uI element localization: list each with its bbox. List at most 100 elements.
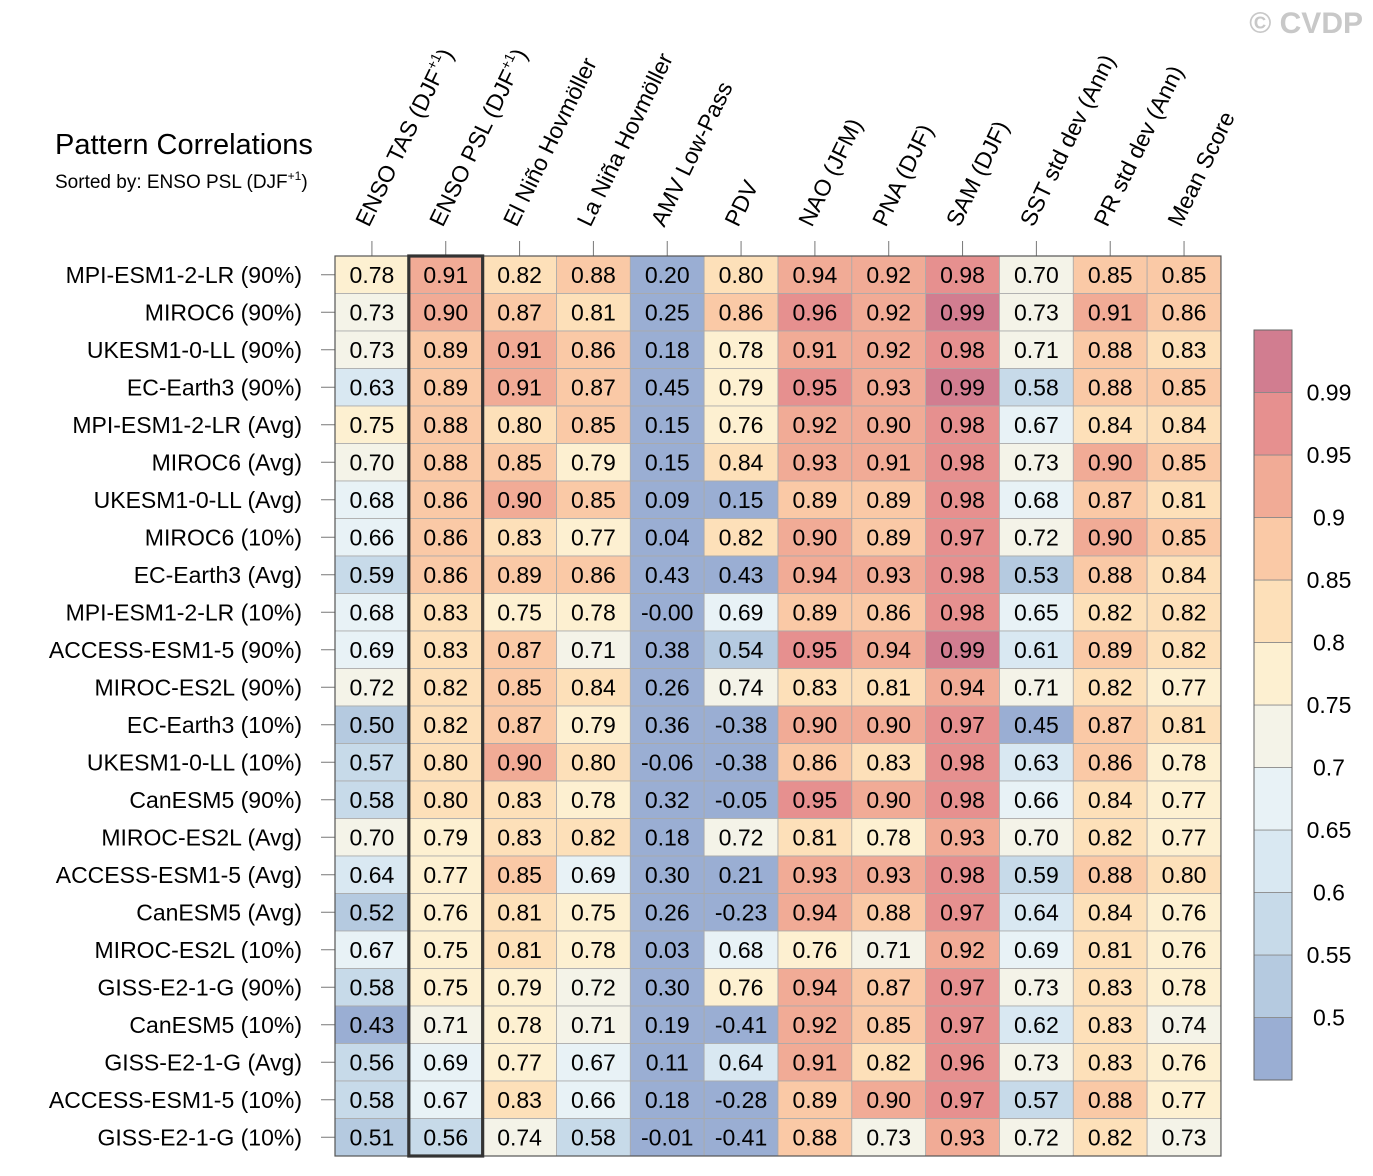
cell-value-label: 0.77 — [571, 524, 616, 550]
heatmap-cell — [999, 818, 1074, 857]
heatmap-cell — [408, 1118, 484, 1157]
cell-value-label: 0.98 — [940, 562, 985, 588]
cell-value-label: 0.38 — [645, 637, 690, 663]
heatmap-cell — [703, 1080, 779, 1119]
cell-value-label: 0.98 — [940, 412, 985, 438]
cell-value-label: 0.82 — [1088, 824, 1133, 850]
cell-value-label: 0.86 — [571, 562, 616, 588]
cell-value-label: 0.88 — [793, 1124, 838, 1150]
heatmap-cell — [482, 780, 557, 819]
colorbar-tick-label: 0.75 — [1307, 692, 1352, 718]
cell-value-label: 0.56 — [423, 1124, 468, 1150]
cell-value-label: 0.88 — [423, 412, 468, 438]
cell-value-label: 0.78 — [571, 787, 616, 813]
heatmap-cell — [999, 330, 1074, 369]
heatmap-cell — [925, 1043, 1000, 1082]
colorbar-tick-label: 0.7 — [1313, 755, 1345, 781]
cell-value-label: 0.83 — [1088, 1049, 1133, 1075]
colorbar-border — [1253, 329, 1293, 1081]
cell-value-label: -0.01 — [641, 1124, 693, 1150]
cell-value-label: 0.78 — [1162, 974, 1207, 1000]
cell-value-label: 0.89 — [423, 374, 468, 400]
cell-value-label: 0.88 — [1088, 374, 1133, 400]
cell-value-label: 0.89 — [866, 524, 911, 550]
heatmap-cell — [851, 705, 927, 744]
cell-value-label: 0.76 — [1162, 1049, 1207, 1075]
cell-value-label: 0.90 — [866, 412, 911, 438]
heatmap-cell — [925, 743, 1000, 782]
cell-value-label: 0.67 — [571, 1049, 616, 1075]
heatmap-cell — [1146, 630, 1222, 669]
heatmap-cell — [703, 405, 779, 444]
cell-value-label: 0.82 — [1088, 1124, 1133, 1150]
heatmap-cell — [703, 443, 779, 482]
colorbar-segment — [1253, 1017, 1293, 1081]
cell-value-label: 0.97 — [940, 974, 985, 1000]
cell-value-label: 0.85 — [497, 674, 542, 700]
heatmap-cell — [556, 780, 631, 819]
heatmap-cell — [556, 555, 631, 594]
heatmap-cell — [1072, 555, 1148, 594]
cell-value-label: 0.43 — [719, 562, 764, 588]
cell-value-label: 0.70 — [350, 449, 395, 475]
cell-value-label: 0.82 — [866, 1049, 911, 1075]
cell-value-label: 0.81 — [497, 899, 542, 925]
heatmap-cell — [1146, 855, 1222, 894]
colorbar-tick-label: 0.9 — [1313, 505, 1345, 531]
cell-value-label: 0.69 — [719, 599, 764, 625]
cell-value-label: 0.78 — [350, 262, 395, 288]
cell-value-label: 0.95 — [793, 787, 838, 813]
row-label: CanESM5 (Avg) — [136, 899, 302, 925]
heatmap-cell — [629, 893, 705, 932]
heatmap-cell — [556, 368, 631, 407]
heatmap-cell — [777, 855, 853, 894]
heatmap-cell — [629, 1080, 705, 1119]
cell-value-label: 0.80 — [423, 787, 468, 813]
cell-value-label: 0.86 — [423, 524, 468, 550]
colorbar-tick-label: 0.6 — [1313, 880, 1345, 906]
cell-value-label: 0.80 — [719, 262, 764, 288]
row-label: MIROC6 (Avg) — [152, 449, 302, 475]
heatmap-cell — [556, 1118, 631, 1157]
row-label: EC-Earth3 (10%) — [127, 712, 302, 738]
cell-value-label: 0.75 — [571, 899, 616, 925]
heatmap-cell — [851, 930, 927, 969]
cell-value-label: 0.98 — [940, 862, 985, 888]
heatmap-cell — [629, 330, 705, 369]
cell-value-label: 0.98 — [940, 599, 985, 625]
cell-value-label: 0.50 — [350, 712, 395, 738]
cell-value-label: 0.68 — [350, 599, 395, 625]
cell-value-label: 0.73 — [1014, 974, 1059, 1000]
heatmap-cell — [1072, 968, 1148, 1007]
heatmap-cell — [851, 968, 927, 1007]
cell-value-label: 0.15 — [645, 449, 690, 475]
cell-value-label: 0.74 — [1162, 1012, 1207, 1038]
cell-value-label: 0.74 — [497, 1124, 542, 1150]
cell-value-label: 0.54 — [719, 637, 764, 663]
heatmap-cell — [703, 780, 779, 819]
cell-value-label: 0.36 — [645, 712, 690, 738]
cell-value-label: 0.73 — [350, 299, 395, 325]
heatmap-cell — [334, 255, 410, 294]
cell-value-label: -0.05 — [715, 787, 767, 813]
heatmap-cell — [408, 893, 484, 932]
cell-value-label: 0.85 — [1162, 449, 1207, 475]
cell-value-label: 0.75 — [497, 599, 542, 625]
cell-value-label: 0.80 — [1162, 862, 1207, 888]
cell-value-label: 0.91 — [497, 337, 542, 363]
chart-subtitle: Sorted by: ENSO PSL (DJF+1) — [55, 169, 308, 193]
cell-value-label: 0.92 — [866, 262, 911, 288]
cell-value-label: 0.90 — [866, 712, 911, 738]
heatmap-cell — [556, 1005, 631, 1044]
colorbar-segment — [1253, 392, 1293, 456]
heatmap-cell — [777, 893, 853, 932]
cell-value-label: 0.90 — [1088, 449, 1133, 475]
heatmap-cell — [925, 368, 1000, 407]
heatmap-cell — [556, 293, 631, 332]
cell-value-label: 0.84 — [1088, 787, 1133, 813]
heatmap-cell — [925, 818, 1000, 857]
cell-value-label: 0.76 — [719, 412, 764, 438]
column-header: PDV — [719, 176, 763, 230]
cell-value-label: 0.99 — [940, 637, 985, 663]
colorbar-tick-label: 0.8 — [1313, 630, 1345, 656]
